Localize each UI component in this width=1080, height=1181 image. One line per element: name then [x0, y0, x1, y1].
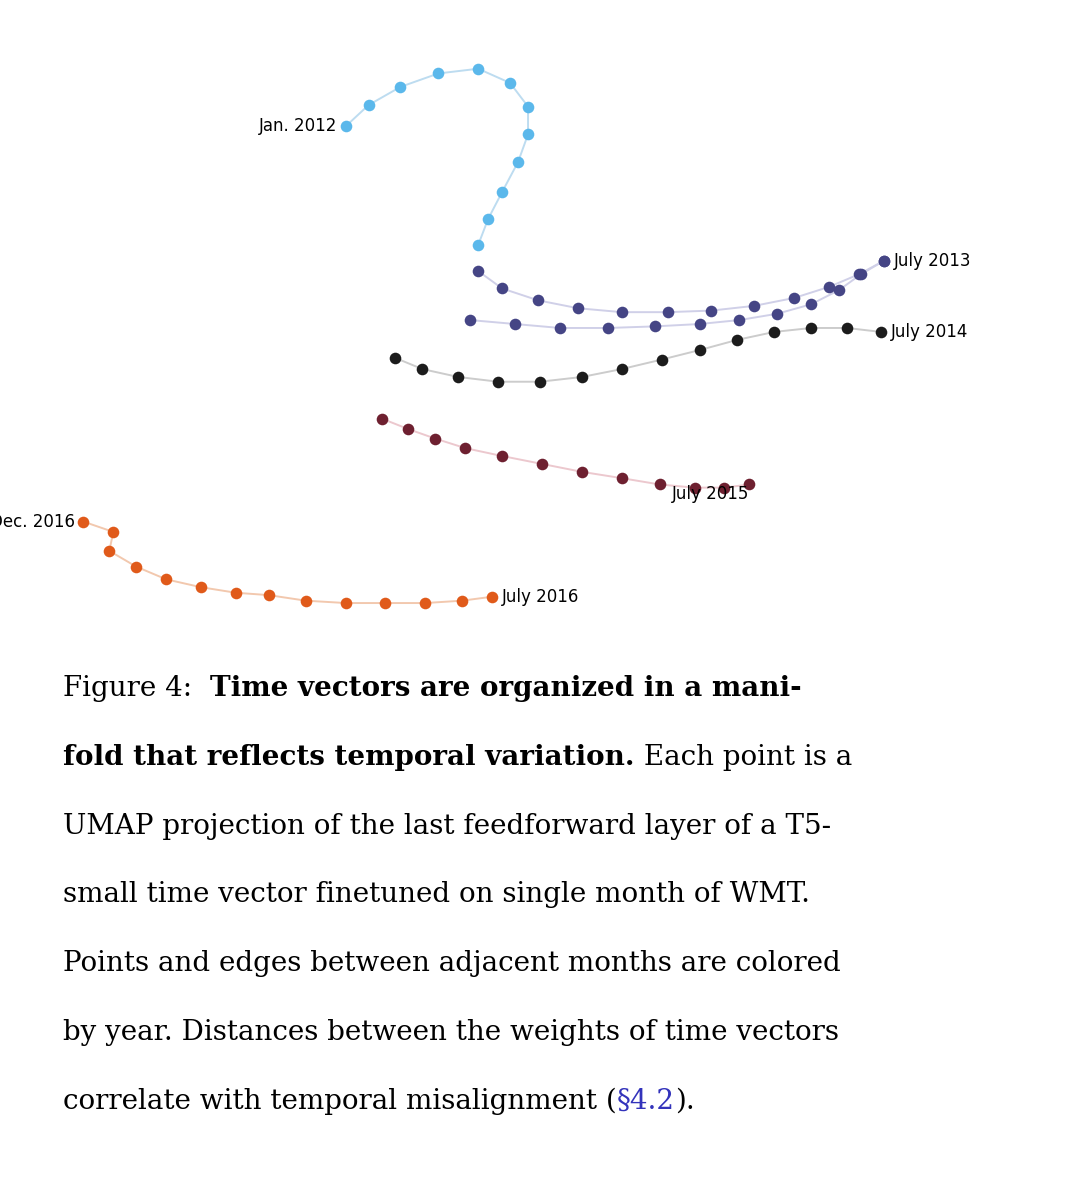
Point — [850, 265, 867, 283]
Text: by year. Distances between the weights of time vectors: by year. Distances between the weights o… — [63, 1019, 839, 1046]
Point — [519, 97, 537, 116]
Point — [484, 587, 501, 606]
Point — [766, 322, 783, 341]
Point — [454, 592, 471, 611]
Point — [653, 350, 671, 368]
Point — [703, 301, 720, 320]
Point — [507, 314, 524, 333]
Point — [400, 419, 417, 438]
Text: ).: ). — [675, 1088, 694, 1115]
Point — [470, 262, 487, 281]
Point — [613, 469, 631, 488]
Point — [392, 78, 409, 97]
Point — [192, 578, 210, 596]
Point — [875, 252, 892, 270]
Point — [716, 478, 733, 497]
Text: July 2016: July 2016 — [502, 588, 580, 606]
Text: small time vector finetuned on single month of WMT.: small time vector finetuned on single mo… — [63, 881, 810, 908]
Point — [480, 209, 497, 228]
Point — [158, 570, 175, 589]
Point — [613, 302, 631, 321]
Point — [691, 314, 708, 333]
Point — [489, 372, 507, 391]
Point — [374, 410, 391, 429]
Point — [802, 295, 820, 314]
Point — [387, 348, 404, 367]
Point — [741, 475, 758, 494]
Point — [873, 322, 890, 341]
Text: Figure 4:: Figure 4: — [63, 676, 210, 703]
Point — [457, 438, 474, 457]
Point — [831, 281, 848, 300]
Point — [769, 305, 786, 324]
Text: fold that reflects temporal variation.: fold that reflects temporal variation. — [63, 744, 635, 771]
Point — [127, 557, 145, 576]
Point — [494, 183, 511, 202]
Point — [227, 583, 244, 602]
Text: correlate with temporal misalignment (: correlate with temporal misalignment ( — [63, 1088, 617, 1115]
Point — [75, 513, 92, 531]
Text: UMAP projection of the last feedforward layer of a T5-: UMAP projection of the last feedforward … — [63, 813, 832, 840]
Point — [531, 372, 549, 391]
Point — [529, 291, 546, 309]
Text: July 2015: July 2015 — [672, 485, 748, 503]
Point — [337, 117, 354, 136]
Point — [785, 288, 802, 307]
Point — [651, 475, 669, 494]
Point — [449, 367, 467, 386]
Point — [260, 586, 278, 605]
Point — [875, 252, 892, 270]
Point — [427, 429, 444, 448]
Text: Points and edges between adjacent months are colored: Points and edges between adjacent months… — [63, 951, 841, 977]
Point — [501, 73, 518, 92]
Point — [494, 446, 511, 465]
Point — [691, 340, 708, 359]
Point — [802, 319, 820, 338]
Point — [377, 594, 394, 613]
Point — [838, 319, 855, 338]
Point — [519, 125, 537, 144]
Point — [430, 64, 447, 83]
Point — [470, 235, 487, 254]
Text: Jan. 2012: Jan. 2012 — [259, 117, 338, 136]
Point — [569, 299, 586, 318]
Point — [297, 592, 314, 611]
Point — [852, 265, 869, 283]
Point — [659, 302, 676, 321]
Point — [573, 463, 591, 482]
Point — [729, 331, 746, 350]
Point — [573, 367, 591, 386]
Point — [100, 541, 118, 560]
Point — [337, 594, 354, 613]
Point — [646, 317, 663, 335]
Point — [686, 478, 703, 497]
Text: Time vectors are organized in a mani-: Time vectors are organized in a mani- — [210, 676, 801, 703]
Text: Each point is a: Each point is a — [635, 744, 852, 771]
Point — [551, 319, 568, 338]
Point — [613, 360, 631, 379]
Point — [105, 522, 122, 541]
Point — [494, 279, 511, 298]
Point — [599, 319, 617, 338]
Text: July 2013: July 2013 — [894, 252, 971, 269]
Point — [731, 311, 748, 329]
Text: July 2014: July 2014 — [891, 322, 969, 341]
Point — [470, 59, 487, 78]
Point — [414, 360, 431, 379]
Text: §4.2: §4.2 — [617, 1088, 675, 1115]
Point — [461, 311, 478, 329]
Point — [360, 96, 377, 115]
Point — [417, 594, 434, 613]
Point — [745, 296, 762, 315]
Point — [821, 278, 838, 296]
Point — [534, 455, 551, 474]
Point — [510, 152, 527, 171]
Text: Dec. 2016: Dec. 2016 — [0, 513, 76, 530]
